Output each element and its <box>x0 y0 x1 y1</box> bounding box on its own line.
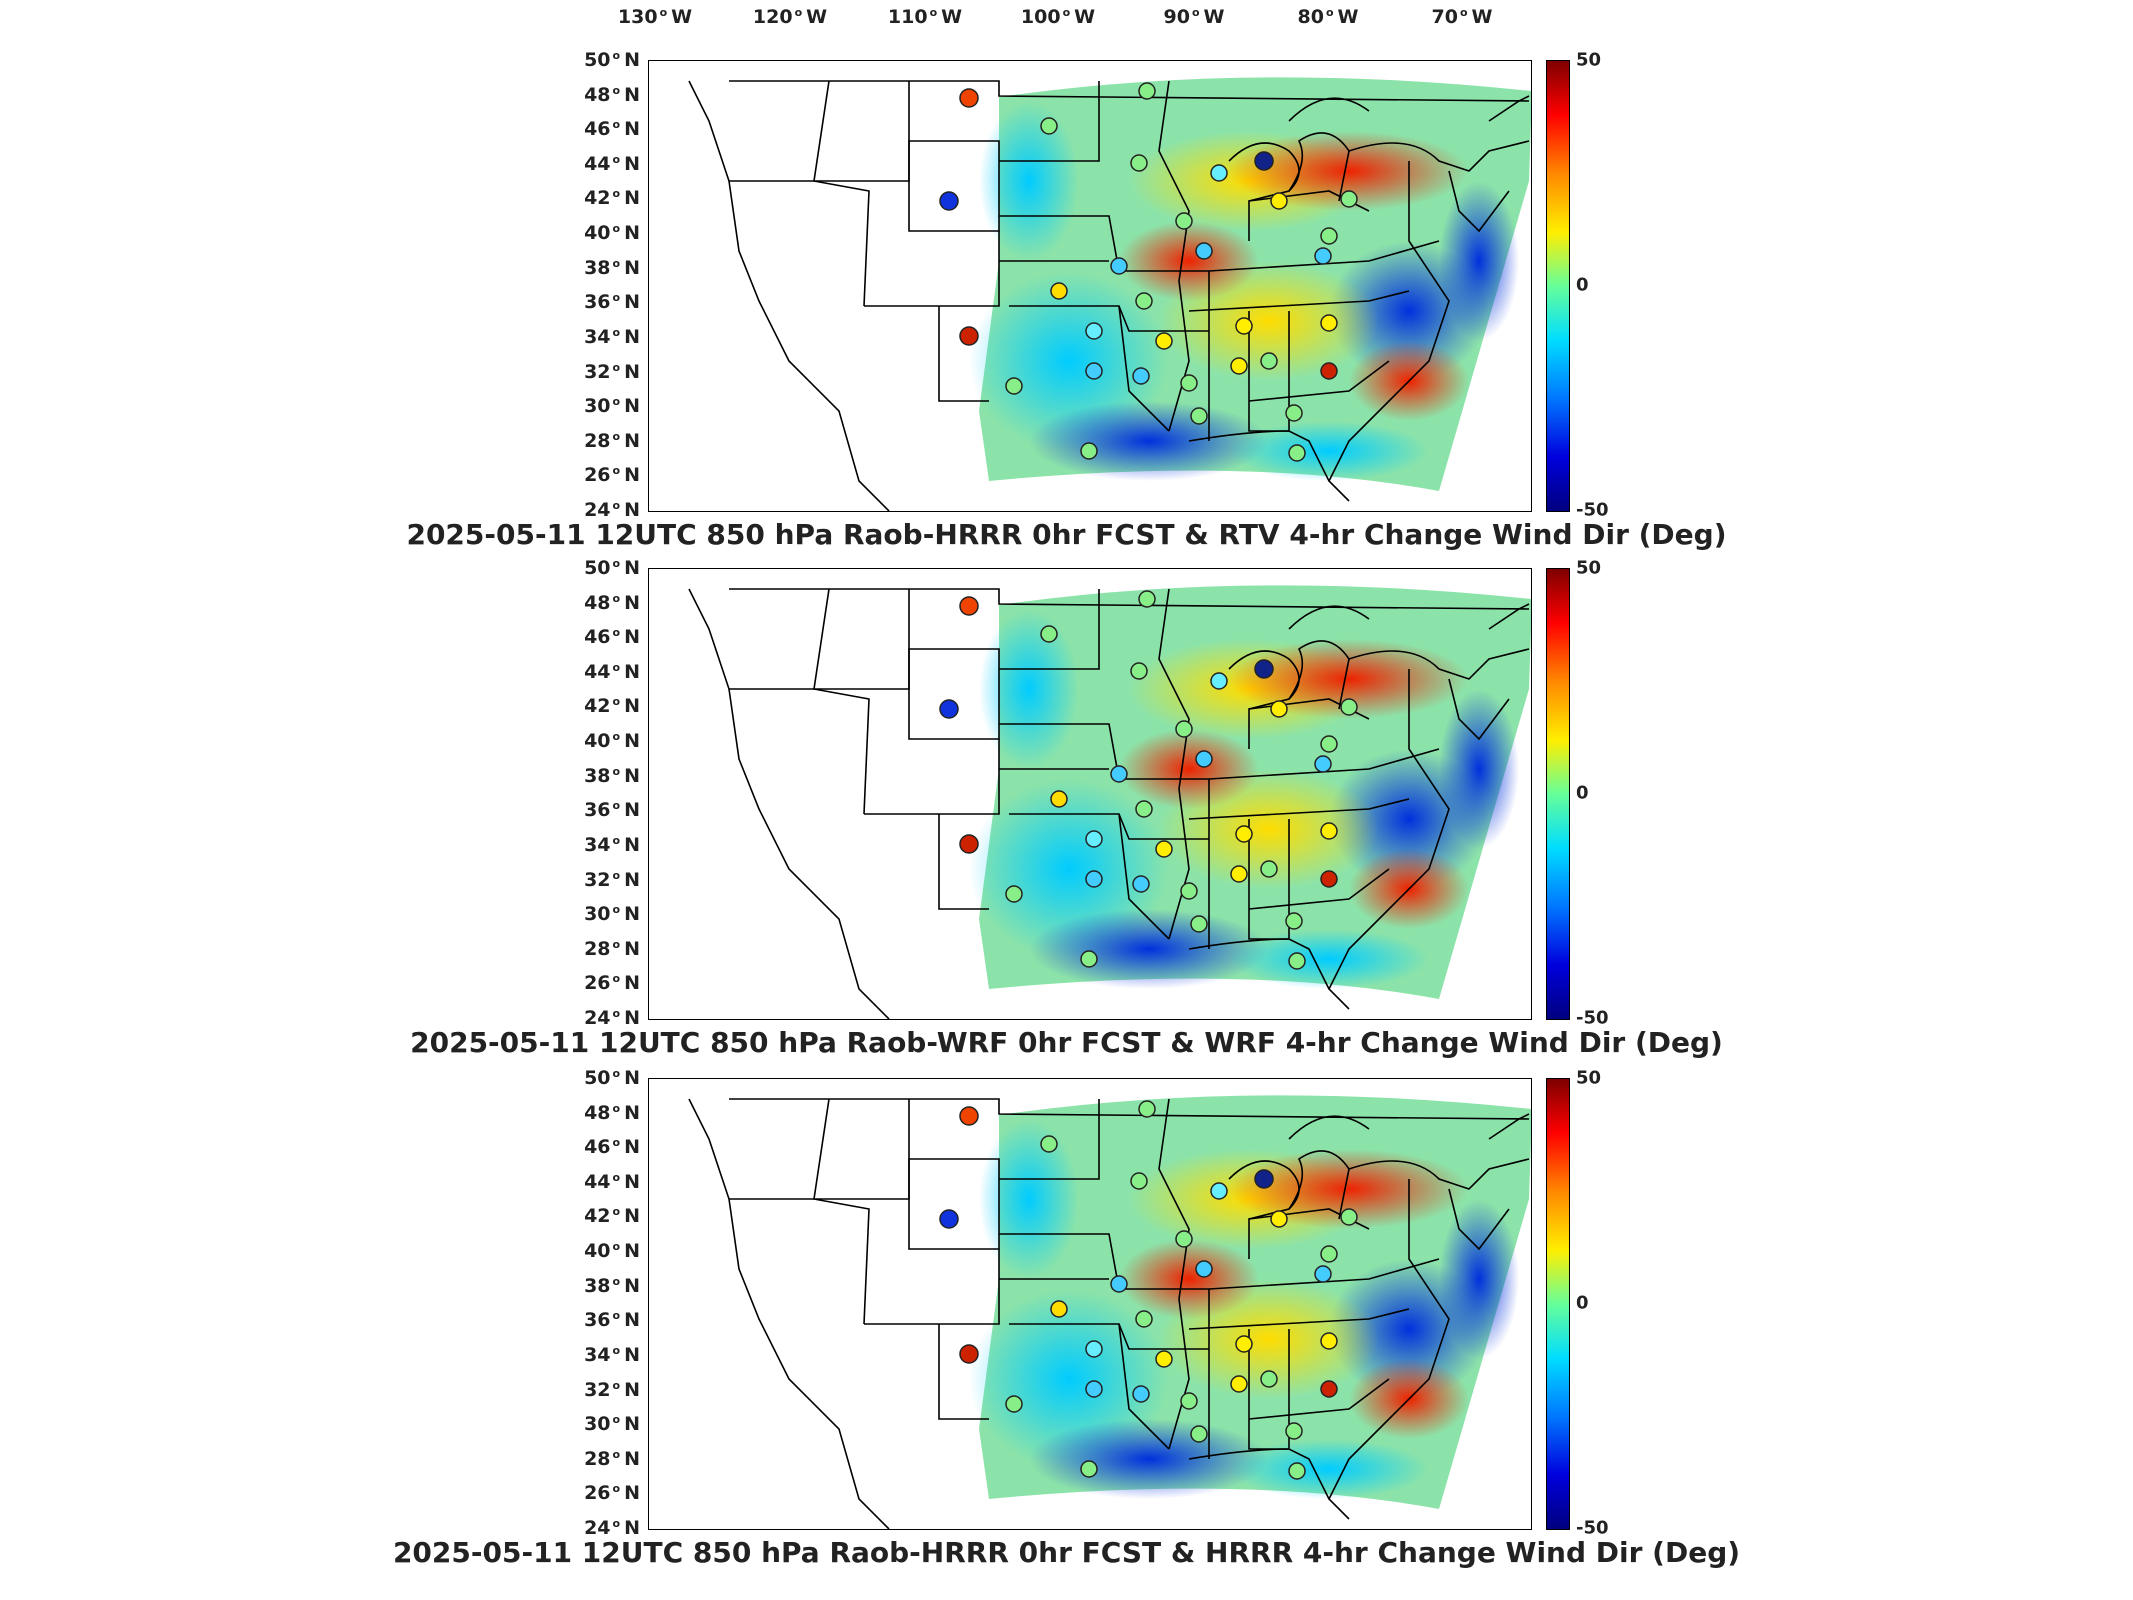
lat-label-32: 32 o N <box>584 1378 640 1401</box>
latitude-axis: 50 o N 48 o N 46 o N 44 o N 42 o N 40 o N 38 o N 36 o N 34 o N 32 o N… <box>560 1067 640 1539</box>
lat-label-34: 34 o N <box>584 1343 640 1366</box>
lat-label-38: 38 o N <box>584 764 640 787</box>
lat-label-24: 24 o N <box>584 499 640 521</box>
lat-label-44: 44 o N <box>584 660 640 683</box>
lon-label-90: 90 o W <box>1163 6 1225 28</box>
lat-label-50: 50 o N <box>584 1067 640 1089</box>
lat-label-30: 30 o N <box>584 395 640 418</box>
lat-label-36: 36 o N <box>584 291 640 314</box>
lon-label-70: 70 o W <box>1431 6 1493 28</box>
lat-label-28: 28 o N <box>584 1447 640 1470</box>
lat-label-36: 36 o N <box>584 799 640 822</box>
colorbar-label-max: 50 <box>1576 557 1602 579</box>
lat-label-26: 26 o N <box>584 1482 640 1505</box>
lat-label-50: 50 o N <box>584 557 640 579</box>
colorbar-label-max: 50 <box>1576 1067 1602 1089</box>
map-view <box>648 1078 1532 1530</box>
lat-label-48: 48 o N <box>584 591 640 614</box>
lat-label-46: 46 o N <box>584 1136 640 1159</box>
lon-label-120: 120 o W <box>752 6 828 28</box>
colorbar <box>1546 1078 1570 1530</box>
colorbar <box>1546 568 1570 1020</box>
lat-label-38: 38 o N <box>584 256 640 279</box>
lon-label-130: 130 o W <box>617 6 693 28</box>
lat-label-40: 40 o N <box>584 1240 640 1263</box>
raob-stations <box>939 82 1358 462</box>
lat-label-48: 48 o N <box>584 1101 640 1124</box>
lat-label-26: 26 o N <box>584 464 640 487</box>
latitude-axis: 50 o N 48 o N 46 o N 44 o N 42 o N 40 o N 38 o N 36 o N 34 o N 32 o N… <box>560 557 640 1029</box>
state-borders <box>688 80 1530 511</box>
lat-label-40: 40 o N <box>584 730 640 753</box>
longitude-axis: 130 o W 120 o W 110 o W 100 o W 90 o W 80 o W 70 o W <box>0 0 2133 40</box>
lat-label-26: 26 o N <box>584 972 640 995</box>
raob-stations <box>939 1100 1358 1480</box>
lat-label-48: 48 o N <box>584 83 640 106</box>
lat-label-46: 46 o N <box>584 626 640 649</box>
lat-label-32: 32 o N <box>584 868 640 891</box>
state-borders <box>688 588 1530 1019</box>
map-view <box>648 60 1532 512</box>
lat-label-42: 42 o N <box>584 695 640 718</box>
map-view <box>648 568 1532 1020</box>
colorbar-label-max: 50 <box>1576 49 1602 71</box>
colorbar-label-mid: 0 <box>1576 1292 1589 1314</box>
panel-title: 2025-05-11 12UTC 850 hPa Raob-HRRR 0hr F… <box>406 518 1727 551</box>
lat-label-34: 34 o N <box>584 833 640 856</box>
lon-label-80: 80 o W <box>1297 6 1359 28</box>
lat-label-42: 42 o N <box>584 1205 640 1228</box>
panel-title: 2025-05-11 12UTC 850 hPa Raob-WRF 0hr FC… <box>410 1026 1723 1059</box>
lat-label-38: 38 o N <box>584 1274 640 1297</box>
lat-label-24: 24 o N <box>584 1007 640 1029</box>
lat-label-36: 36 o N <box>584 1309 640 1332</box>
lat-label-40: 40 o N <box>584 222 640 245</box>
colorbar-label-min: -50 <box>1576 499 1609 521</box>
colorbar-label-mid: 0 <box>1576 274 1589 296</box>
latitude-axis: 50 o N 48 o N 46 o N 44 o N 42 o N 40 o N 38 o N 36 o N 34 o N 32 o N… <box>560 49 640 521</box>
panel-title: 2025-05-11 12UTC 850 hPa Raob-HRRR 0hr F… <box>392 1536 1741 1569</box>
lat-label-42: 42 o N <box>584 187 640 210</box>
colorbar-label-min: -50 <box>1576 1007 1609 1029</box>
lat-label-44: 44 o N <box>584 152 640 175</box>
colorbar-label-mid: 0 <box>1576 782 1589 804</box>
data-field-blobs <box>969 1119 1519 1499</box>
state-borders <box>688 1098 1530 1529</box>
raob-stations <box>939 590 1358 970</box>
colorbar <box>1546 60 1570 512</box>
lat-label-28: 28 o N <box>584 937 640 960</box>
lat-label-32: 32 o N <box>584 360 640 383</box>
lat-label-30: 30 o N <box>584 1413 640 1436</box>
lat-label-50: 50 o N <box>584 49 640 71</box>
lon-label-100: 100 o W <box>1020 6 1096 28</box>
lat-label-28: 28 o N <box>584 429 640 452</box>
colorbar-label-min: -50 <box>1576 1517 1609 1539</box>
lat-label-24: 24 o N <box>584 1517 640 1539</box>
lat-label-30: 30 o N <box>584 903 640 926</box>
lon-label-110: 110 o W <box>887 6 963 28</box>
lat-label-46: 46 o N <box>584 118 640 141</box>
lat-label-34: 34 o N <box>584 325 640 348</box>
lat-label-44: 44 o N <box>584 1170 640 1193</box>
